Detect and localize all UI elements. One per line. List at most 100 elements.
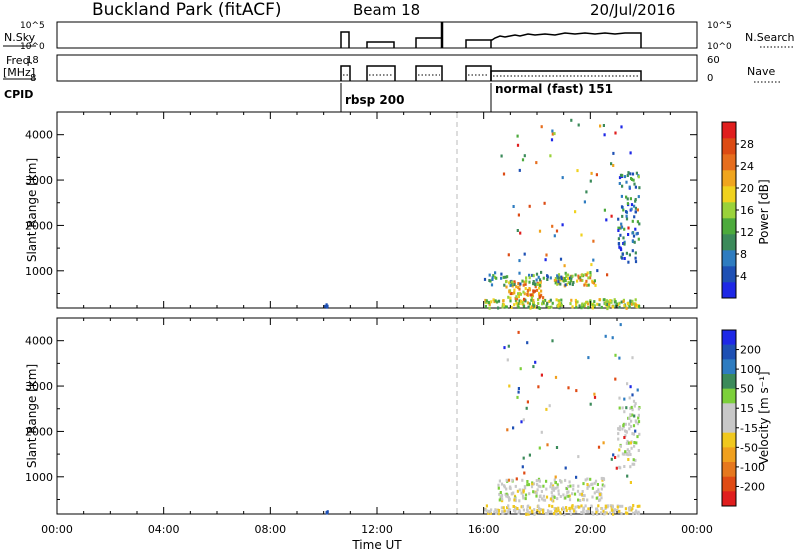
scatter-cell [578, 492, 581, 496]
scatter-cell [623, 240, 626, 244]
scatter-cell [575, 300, 578, 304]
scatter-cell [575, 389, 578, 393]
nave-label: Nave [747, 65, 775, 78]
scatter-cell [629, 172, 632, 176]
range-tick-label: 3000 [25, 174, 53, 187]
scatter-cell [596, 512, 599, 516]
scatter-cell [577, 274, 580, 278]
scatter-cell [629, 425, 633, 428]
scatter-cell [589, 179, 592, 183]
nsearch-tick-top: 10^5 [707, 21, 732, 31]
scatter-cell [596, 509, 599, 513]
scatter-cell [620, 125, 623, 129]
scatter-cell [623, 410, 626, 414]
colorbar-tick-label: -200 [740, 480, 765, 493]
scatter-cell [515, 295, 518, 299]
scatter-cell [556, 282, 559, 286]
scatter-cell [549, 497, 552, 501]
scatter-cell [484, 298, 487, 302]
scatter-cell [515, 301, 518, 305]
scatter-cell [505, 492, 508, 496]
scatter-cell [523, 297, 526, 301]
scatter-cell [634, 458, 637, 462]
scatter-cell [635, 171, 638, 175]
scatter-cell [551, 129, 554, 133]
scatter-cell [511, 492, 514, 496]
scatter-cell [511, 478, 514, 482]
scatter-cell [561, 223, 564, 227]
scatter-cell [540, 125, 543, 129]
scatter-cell [513, 291, 516, 295]
scatter-cell [626, 197, 629, 201]
range-tick-label: 4000 [25, 335, 53, 348]
scatter-cell [487, 510, 491, 514]
noise-panel-frame [56, 21, 698, 49]
scatter-cell [494, 271, 497, 275]
scatter-cell [536, 283, 539, 286]
scatter-cell [623, 175, 627, 179]
scatter-cell [526, 293, 529, 296]
scatter-cell [560, 302, 563, 306]
scatter-cell [630, 203, 634, 207]
scatter-cell [618, 182, 621, 185]
scatter-cell [568, 507, 571, 510]
scatter-cell [545, 487, 548, 491]
scatter-cell [575, 303, 578, 307]
scatter-cell [532, 280, 535, 283]
scatter-cell [554, 475, 557, 479]
scatter-cell [606, 273, 609, 277]
scatter-cell [625, 306, 628, 310]
scatter-cell [592, 304, 595, 308]
scatter-cell [560, 275, 563, 279]
scatter-cell [497, 306, 500, 310]
range-tick-label: 3000 [25, 380, 53, 393]
scatter-cell [548, 306, 551, 310]
scatter-cell [516, 229, 519, 232]
scatter-cell [565, 487, 569, 491]
scatter-cell [586, 510, 589, 513]
scatter-cell [629, 453, 632, 456]
scatter-cell [600, 487, 603, 491]
scatter-cell [542, 498, 545, 502]
scatter-cell [567, 490, 570, 494]
scatter-cell [500, 154, 503, 158]
scatter-cell [589, 402, 592, 406]
scatter-cell [611, 505, 614, 509]
scatter-cell [568, 480, 571, 484]
scatter-cell [518, 299, 521, 303]
scatter-cell [531, 482, 534, 486]
scatter-cell [575, 475, 578, 479]
scatter-cell [528, 288, 531, 292]
scatter-cell [633, 182, 636, 186]
scatter-cell [614, 353, 617, 357]
scatter-cell [515, 285, 518, 289]
scatter-cell [632, 234, 636, 238]
scatter-cell [545, 304, 548, 308]
scatter-cell [500, 506, 503, 510]
scatter-cell [557, 281, 560, 285]
scatter-cell [554, 481, 557, 485]
scatter-cell [487, 511, 490, 515]
colorbar-tick-label: -50 [740, 441, 758, 454]
scatter-cell [632, 399, 636, 403]
scatter-cell [569, 279, 572, 283]
scatter-cell [545, 495, 549, 499]
scatter-cell [632, 504, 635, 507]
scatter-cell [618, 176, 622, 180]
scatter-cell [559, 282, 562, 286]
nsky-tick-top: 10^5 [20, 21, 45, 31]
scatter-cell [624, 422, 627, 426]
scatter-cell [536, 488, 539, 492]
scatter-cell [489, 511, 492, 515]
scatter-cell [532, 289, 535, 293]
scatter-cell [617, 229, 620, 232]
scatter-cell [585, 273, 588, 277]
scatter-cell [618, 305, 621, 309]
scatter-cell [534, 511, 537, 515]
scatter-cell [600, 305, 603, 309]
scatter-cell [493, 510, 496, 514]
scatter-cell [637, 195, 640, 199]
scatter-cell [559, 278, 562, 282]
scatter-cell [596, 302, 599, 306]
scatter-cell [497, 483, 500, 487]
